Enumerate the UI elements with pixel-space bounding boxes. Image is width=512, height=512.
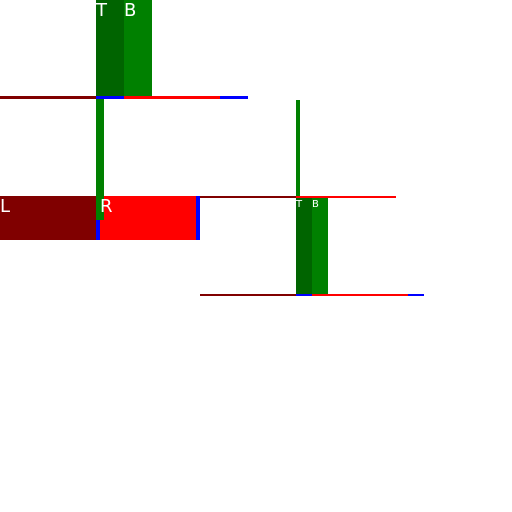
- left-vertical-connector: [96, 99, 104, 196]
- top-red-line: [124, 96, 220, 99]
- left-group-r-label: R: [100, 198, 113, 216]
- top-group-b-label: B: [124, 2, 136, 20]
- bottom-blue-line-right: [408, 294, 424, 296]
- right-group-t-label: T: [296, 200, 302, 210]
- right-vertical-connector: [296, 100, 300, 196]
- right-group-b-label: B: [312, 200, 319, 210]
- top-blue-line-right: [220, 96, 248, 99]
- left-red-block: [100, 196, 196, 240]
- right-dark-green-block: [296, 198, 312, 294]
- bottom-red-line: [312, 294, 408, 296]
- top-group-t-label: T: [96, 2, 107, 20]
- left-dark-red-block: [0, 196, 96, 240]
- right-green-block: [312, 198, 328, 294]
- left-group-l-label: L: [0, 198, 10, 216]
- bottom-blue-line-left: [296, 294, 312, 296]
- left-blue-right-edge: [196, 196, 200, 240]
- middle-dark-red-line: [200, 196, 296, 198]
